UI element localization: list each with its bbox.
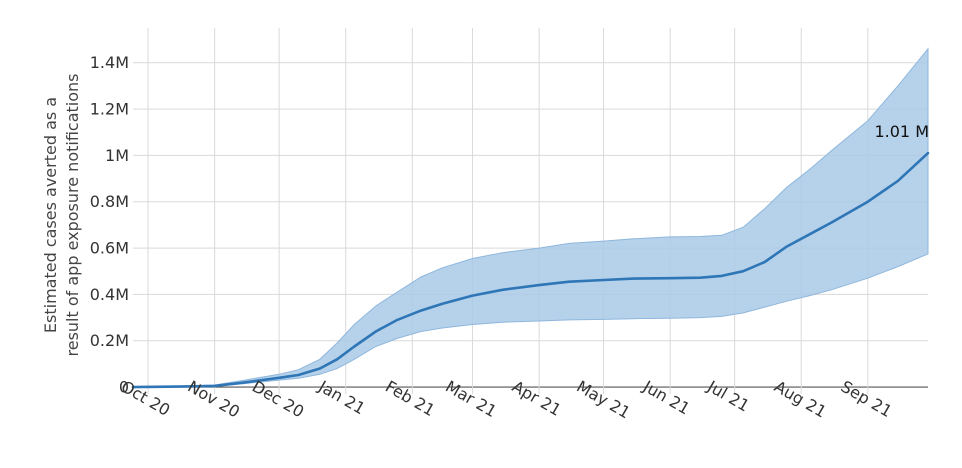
x-tick-label: Jan 21 xyxy=(315,376,369,418)
confidence-band-layer xyxy=(133,49,928,387)
y-axis-label-line-2: result of app exposure notifications xyxy=(63,74,82,357)
y-tick-label: 0.4M xyxy=(90,285,129,304)
confidence-band xyxy=(133,49,928,387)
y-tick-label: 1.4M xyxy=(90,53,129,72)
y-tick-label: 1M xyxy=(105,146,129,165)
y-tick-label: 0.6M xyxy=(90,239,129,258)
x-tick-label: Oct 20 xyxy=(118,377,173,420)
x-tick-label: Mar 21 xyxy=(442,377,500,421)
y-tick-label: 1.2M xyxy=(90,100,129,119)
y-tick-label: 0.2M xyxy=(90,331,129,350)
y-axis-label-line-1: Estimated cases averted as a xyxy=(41,97,60,333)
x-tick-label: Feb 21 xyxy=(382,377,438,420)
final-value-annotation: 1.01 M xyxy=(874,122,929,141)
x-tick-label: Jul 21 xyxy=(704,376,753,415)
x-tick-label: Apr 21 xyxy=(509,377,565,420)
x-tick-label: Aug 21 xyxy=(771,377,830,422)
x-tick-label: Jun 21 xyxy=(639,376,693,418)
x-tick-label: Sep 21 xyxy=(838,377,896,421)
x-tick-label: Dec 20 xyxy=(249,377,307,422)
y-tick-label: 0.8M xyxy=(90,192,129,211)
